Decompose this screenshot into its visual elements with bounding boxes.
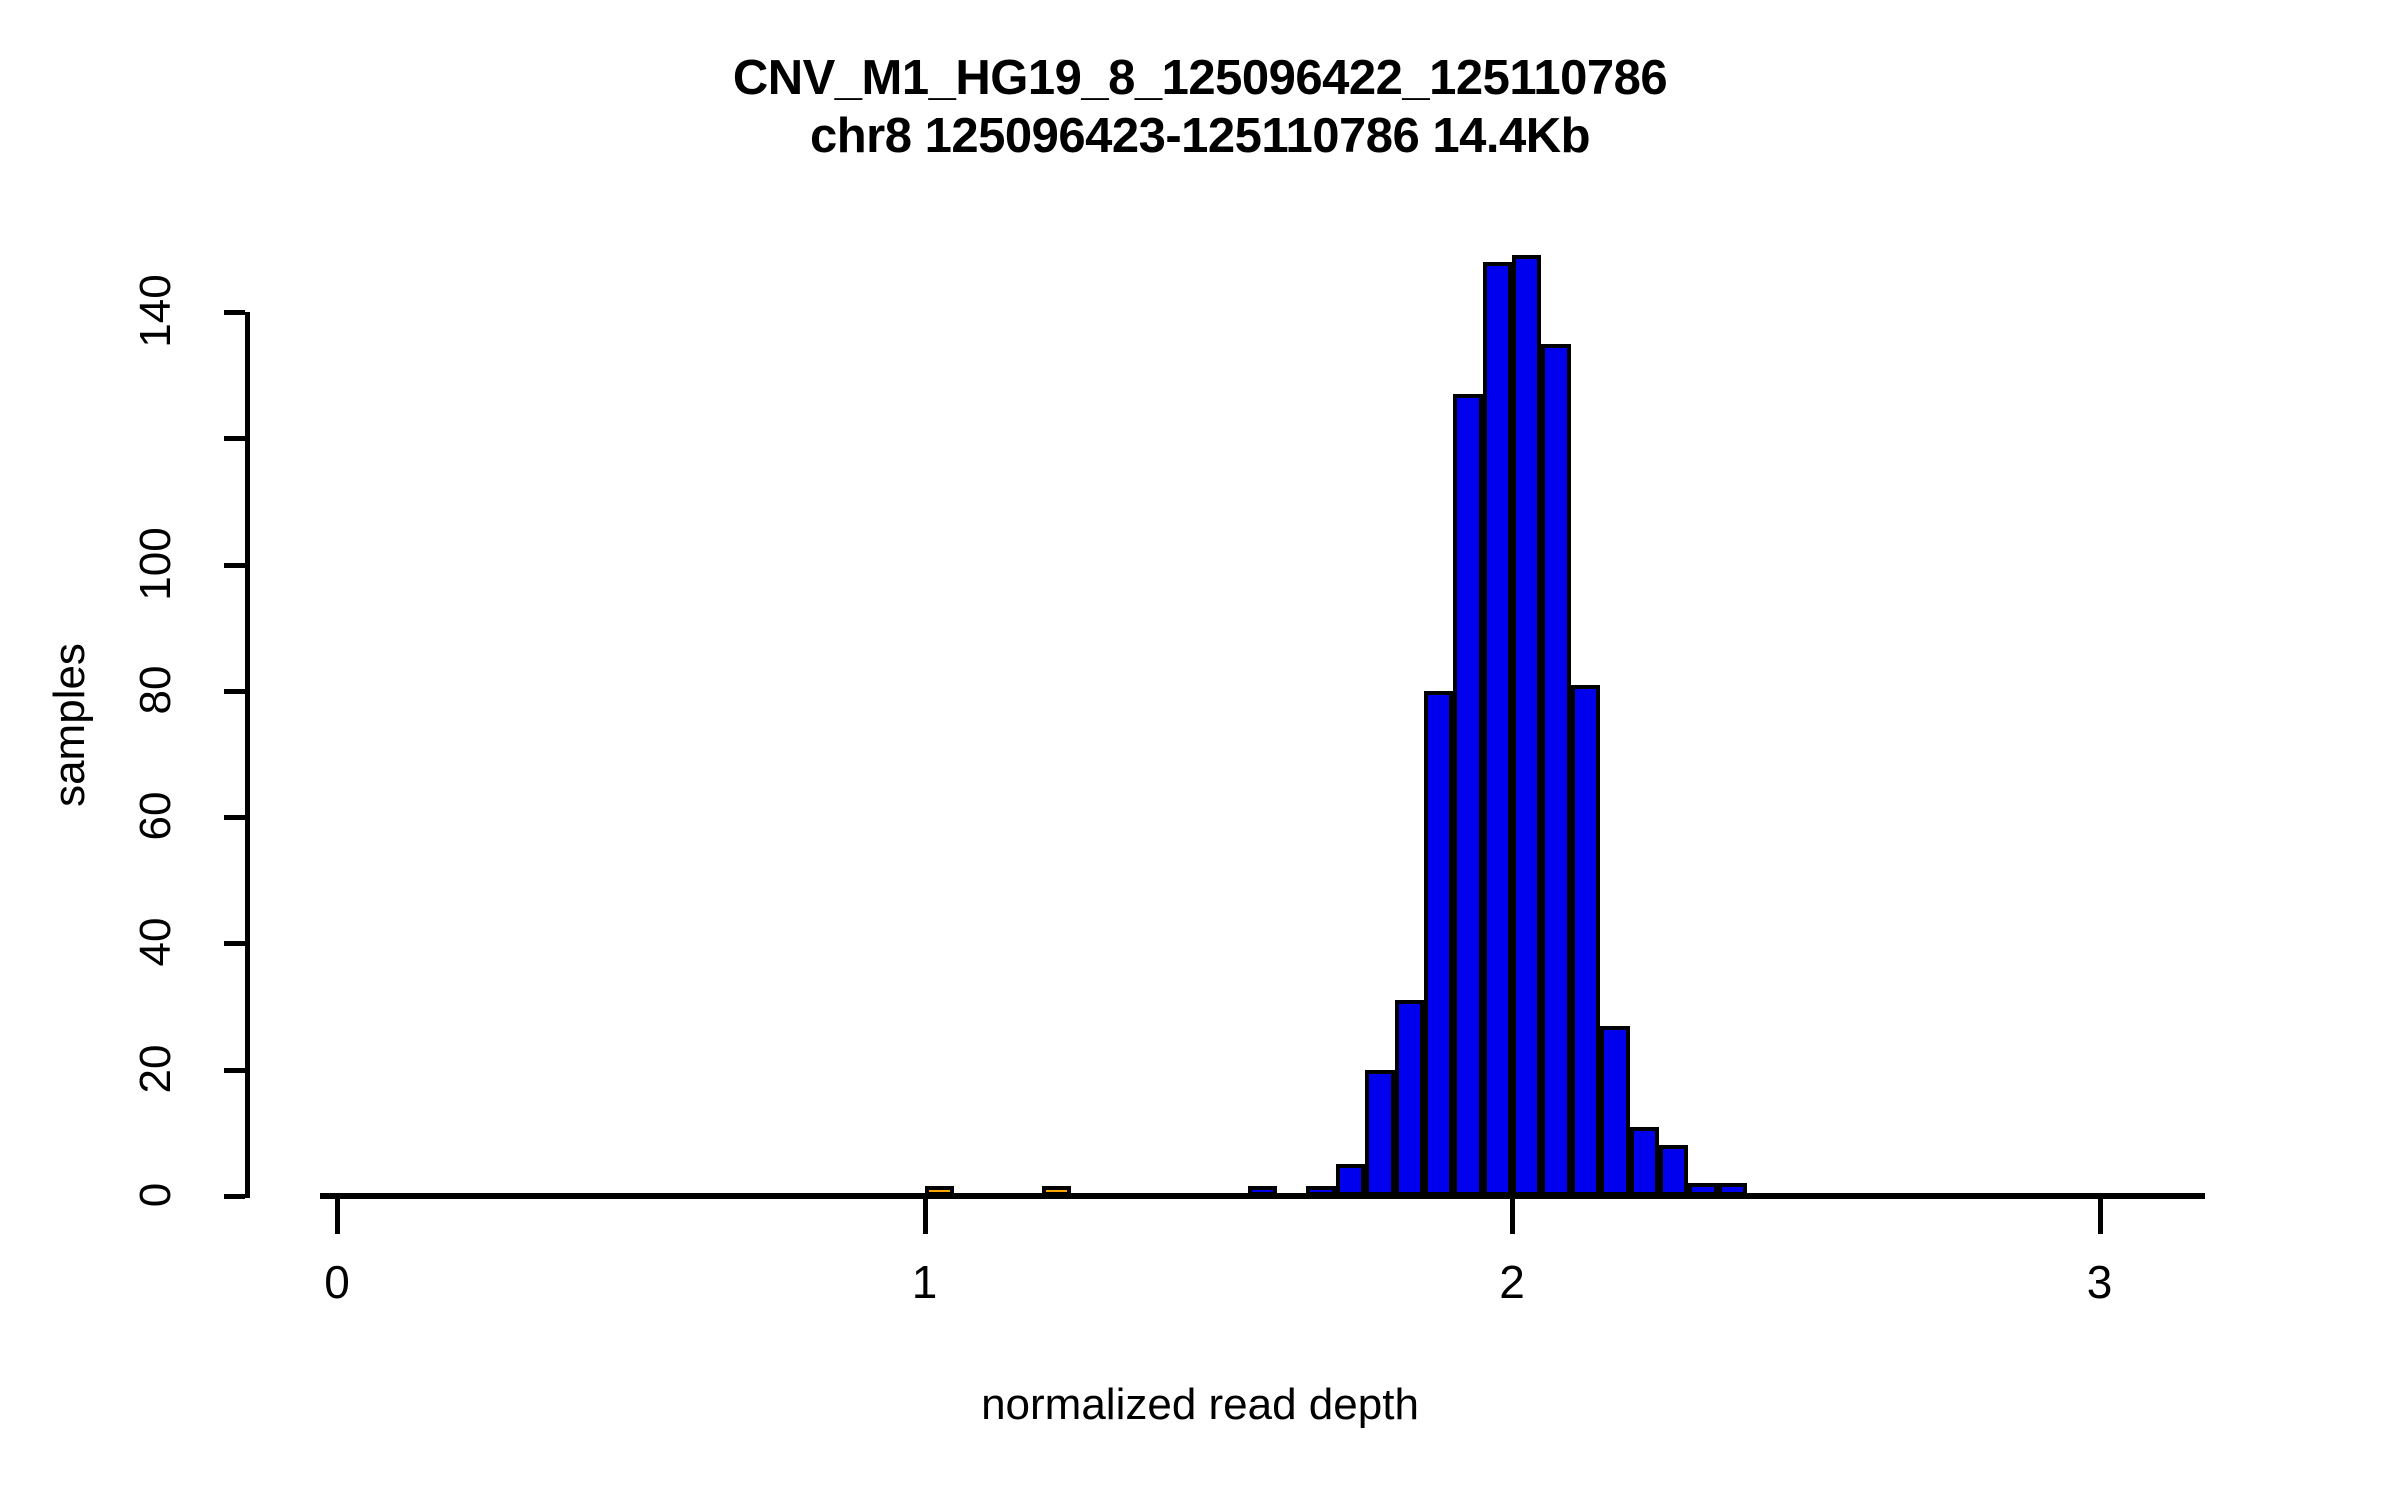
histogram-bar [924, 1186, 954, 1196]
histogram-bar [1600, 1025, 1630, 1196]
histogram-bar [1394, 1000, 1424, 1196]
histogram-bar [1306, 1186, 1336, 1196]
histogram-bar [1042, 1186, 1072, 1196]
y-axis-tick [224, 1067, 245, 1073]
histogram-bar [1423, 690, 1454, 1196]
histogram-bar [1512, 255, 1542, 1196]
y-axis-tick [224, 1194, 245, 1199]
y-axis-tick-label: 60 [131, 791, 180, 841]
histogram-bar [1541, 343, 1571, 1196]
y-axis-tick [224, 436, 245, 442]
y-axis-tick [224, 688, 245, 694]
y-axis-title: samples [45, 643, 94, 807]
x-axis-tick [335, 1199, 340, 1234]
histogram-bar [1658, 1145, 1689, 1196]
x-axis-tick-label: 3 [2086, 1256, 2113, 1308]
y-axis-tick-label: 20 [131, 1044, 180, 1094]
chart-title-line-2: chr8 125096423-125110786 14.4Kb [809, 108, 1591, 163]
histogram-bar [1482, 261, 1512, 1196]
histogram-bar [1717, 1183, 1747, 1196]
y-axis-tick [224, 310, 245, 316]
y-axis-tick [224, 815, 245, 821]
x-axis-tick-label: 1 [911, 1256, 938, 1308]
y-axis-tick [224, 941, 245, 947]
histogram-bar [1570, 684, 1601, 1196]
y-axis-tick-label: 100 [131, 526, 180, 601]
chart-title-line-1: CNV_M1_HG19_8_125096422_125110786 [732, 51, 1668, 105]
y-axis-tick-label: 0 [131, 1182, 180, 1208]
histogram-bar [1629, 1126, 1659, 1196]
histogram-bar [1453, 394, 1483, 1196]
y-axis-tick-label: 80 [131, 665, 180, 715]
y-axis-line [245, 312, 250, 1198]
x-axis-tick [1510, 1199, 1515, 1234]
chart-title-block: CNV_M1_HG19_8_125096422_125110786 chr8 1… [0, 50, 2400, 166]
histogram-bar [1688, 1183, 1718, 1196]
y-axis-tick-label: 40 [131, 917, 180, 967]
x-axis-tick-label: 2 [1499, 1256, 1525, 1308]
x-axis-tick-label: 0 [324, 1256, 350, 1308]
x-axis-title: normalized read depth [981, 1380, 1419, 1429]
x-axis-line [320, 1193, 2205, 1199]
x-axis-tick [922, 1199, 928, 1234]
histogram-bar [1247, 1186, 1277, 1196]
histogram-bar [1335, 1164, 1366, 1196]
y-axis-tick [224, 562, 245, 568]
y-axis-tick-label: 140 [131, 274, 180, 348]
histogram-bar [1365, 1069, 1395, 1196]
x-axis-tick [2097, 1199, 2103, 1234]
